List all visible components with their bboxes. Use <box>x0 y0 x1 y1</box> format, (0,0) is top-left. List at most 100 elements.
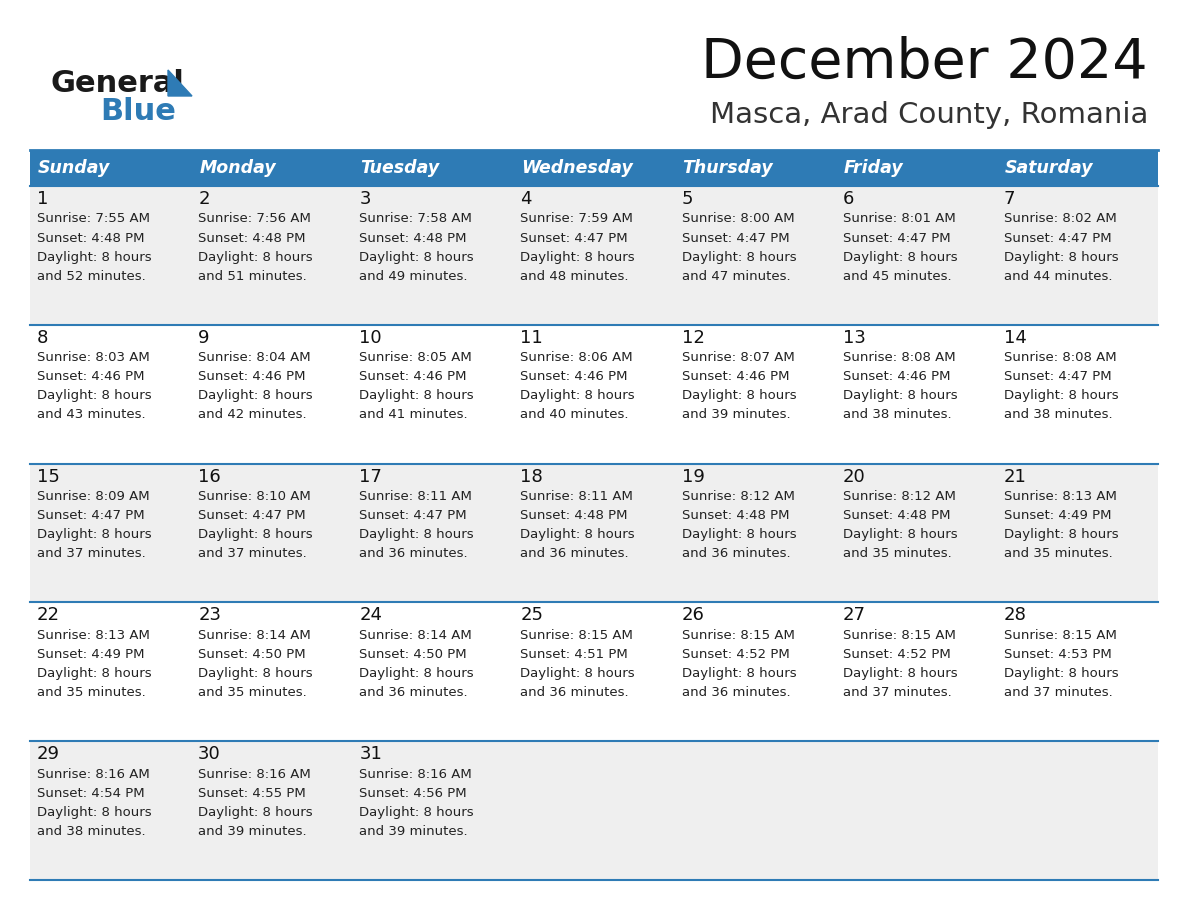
Text: and 36 minutes.: and 36 minutes. <box>520 547 630 560</box>
Text: and 35 minutes.: and 35 minutes. <box>37 686 146 699</box>
Text: Sunrise: 8:07 AM: Sunrise: 8:07 AM <box>682 352 795 364</box>
Text: Daylight: 8 hours: Daylight: 8 hours <box>682 528 796 541</box>
Bar <box>30 186 191 325</box>
Text: Sunset: 4:48 PM: Sunset: 4:48 PM <box>37 231 145 244</box>
Text: and 38 minutes.: and 38 minutes. <box>842 409 952 421</box>
Text: 24: 24 <box>359 607 383 624</box>
Text: Sunset: 4:51 PM: Sunset: 4:51 PM <box>520 648 628 661</box>
Text: Daylight: 8 hours: Daylight: 8 hours <box>37 389 152 402</box>
Text: Daylight: 8 hours: Daylight: 8 hours <box>359 389 474 402</box>
Text: Sunset: 4:47 PM: Sunset: 4:47 PM <box>359 509 467 522</box>
Bar <box>675 602 835 741</box>
Text: Sunrise: 8:08 AM: Sunrise: 8:08 AM <box>1004 352 1117 364</box>
Bar <box>835 325 997 464</box>
Text: Sunset: 4:52 PM: Sunset: 4:52 PM <box>842 648 950 661</box>
Text: and 36 minutes.: and 36 minutes. <box>520 686 630 699</box>
Bar <box>353 741 513 880</box>
Text: Sunset: 4:49 PM: Sunset: 4:49 PM <box>37 648 145 661</box>
Text: 14: 14 <box>1004 329 1026 347</box>
Text: Sunrise: 8:14 AM: Sunrise: 8:14 AM <box>359 629 472 642</box>
Text: Wednesday: Wednesday <box>522 159 633 177</box>
Text: Daylight: 8 hours: Daylight: 8 hours <box>198 806 312 819</box>
Text: Sunset: 4:54 PM: Sunset: 4:54 PM <box>37 787 145 800</box>
Text: Sunset: 4:47 PM: Sunset: 4:47 PM <box>520 231 628 244</box>
Text: Blue: Blue <box>100 96 176 126</box>
Bar <box>513 186 675 325</box>
Text: Sunset: 4:47 PM: Sunset: 4:47 PM <box>198 509 305 522</box>
Bar <box>997 741 1158 880</box>
Text: Masca, Arad County, Romania: Masca, Arad County, Romania <box>709 101 1148 129</box>
Text: Sunrise: 8:15 AM: Sunrise: 8:15 AM <box>520 629 633 642</box>
Text: Sunset: 4:46 PM: Sunset: 4:46 PM <box>682 370 789 384</box>
Bar <box>30 150 191 186</box>
Text: Sunrise: 7:55 AM: Sunrise: 7:55 AM <box>37 212 150 226</box>
Text: Daylight: 8 hours: Daylight: 8 hours <box>520 528 636 541</box>
Text: Sunrise: 8:12 AM: Sunrise: 8:12 AM <box>682 490 795 503</box>
Bar <box>675 186 835 325</box>
Text: and 35 minutes.: and 35 minutes. <box>842 547 952 560</box>
Text: Daylight: 8 hours: Daylight: 8 hours <box>1004 528 1118 541</box>
Text: 22: 22 <box>37 607 61 624</box>
Text: and 45 minutes.: and 45 minutes. <box>842 270 952 283</box>
Text: 25: 25 <box>520 607 543 624</box>
Bar <box>30 464 191 602</box>
Bar <box>353 464 513 602</box>
Text: and 39 minutes.: and 39 minutes. <box>359 824 468 838</box>
Text: Daylight: 8 hours: Daylight: 8 hours <box>682 666 796 680</box>
Text: 21: 21 <box>1004 467 1026 486</box>
Text: 1: 1 <box>37 190 49 208</box>
Text: Sunrise: 8:15 AM: Sunrise: 8:15 AM <box>1004 629 1117 642</box>
Text: and 51 minutes.: and 51 minutes. <box>198 270 307 283</box>
Text: 3: 3 <box>359 190 371 208</box>
Text: Sunset: 4:47 PM: Sunset: 4:47 PM <box>842 231 950 244</box>
Text: 29: 29 <box>37 745 61 763</box>
Text: Sunrise: 8:02 AM: Sunrise: 8:02 AM <box>1004 212 1117 226</box>
Text: Sunrise: 7:58 AM: Sunrise: 7:58 AM <box>359 212 472 226</box>
Text: Sunrise: 8:09 AM: Sunrise: 8:09 AM <box>37 490 150 503</box>
Polygon shape <box>168 70 192 96</box>
Text: Sunset: 4:52 PM: Sunset: 4:52 PM <box>682 648 789 661</box>
Text: Monday: Monday <box>200 159 276 177</box>
Text: and 36 minutes.: and 36 minutes. <box>359 686 468 699</box>
Bar <box>191 602 353 741</box>
Text: and 37 minutes.: and 37 minutes. <box>842 686 952 699</box>
Text: and 38 minutes.: and 38 minutes. <box>1004 409 1112 421</box>
Text: Daylight: 8 hours: Daylight: 8 hours <box>37 528 152 541</box>
Text: Daylight: 8 hours: Daylight: 8 hours <box>198 666 312 680</box>
Bar <box>997 464 1158 602</box>
Text: Sunset: 4:50 PM: Sunset: 4:50 PM <box>359 648 467 661</box>
Bar <box>30 325 191 464</box>
Text: Sunset: 4:56 PM: Sunset: 4:56 PM <box>359 787 467 800</box>
Text: Sunset: 4:55 PM: Sunset: 4:55 PM <box>198 787 305 800</box>
Text: Sunday: Sunday <box>38 159 110 177</box>
Text: Daylight: 8 hours: Daylight: 8 hours <box>198 389 312 402</box>
Text: 31: 31 <box>359 745 383 763</box>
Text: Sunset: 4:46 PM: Sunset: 4:46 PM <box>359 370 467 384</box>
Text: and 38 minutes.: and 38 minutes. <box>37 824 146 838</box>
Text: Daylight: 8 hours: Daylight: 8 hours <box>198 528 312 541</box>
Text: Sunrise: 8:15 AM: Sunrise: 8:15 AM <box>682 629 795 642</box>
Text: Sunset: 4:48 PM: Sunset: 4:48 PM <box>520 509 628 522</box>
Text: Daylight: 8 hours: Daylight: 8 hours <box>842 528 958 541</box>
Text: 9: 9 <box>198 329 209 347</box>
Text: Sunrise: 8:13 AM: Sunrise: 8:13 AM <box>37 629 150 642</box>
Text: and 40 minutes.: and 40 minutes. <box>520 409 628 421</box>
Bar <box>835 150 997 186</box>
Text: Sunset: 4:46 PM: Sunset: 4:46 PM <box>198 370 305 384</box>
Text: Tuesday: Tuesday <box>360 159 440 177</box>
Text: Sunrise: 8:08 AM: Sunrise: 8:08 AM <box>842 352 955 364</box>
Text: 30: 30 <box>198 745 221 763</box>
Text: Sunrise: 8:15 AM: Sunrise: 8:15 AM <box>842 629 955 642</box>
Bar <box>997 186 1158 325</box>
Bar <box>191 186 353 325</box>
Text: and 49 minutes.: and 49 minutes. <box>359 270 468 283</box>
Bar <box>353 186 513 325</box>
Text: and 48 minutes.: and 48 minutes. <box>520 270 628 283</box>
Text: 11: 11 <box>520 329 543 347</box>
Text: 26: 26 <box>682 607 704 624</box>
Text: Daylight: 8 hours: Daylight: 8 hours <box>1004 389 1118 402</box>
Text: Sunset: 4:53 PM: Sunset: 4:53 PM <box>1004 648 1112 661</box>
Text: Sunrise: 8:11 AM: Sunrise: 8:11 AM <box>520 490 633 503</box>
Text: Sunset: 4:46 PM: Sunset: 4:46 PM <box>842 370 950 384</box>
Text: and 36 minutes.: and 36 minutes. <box>359 547 468 560</box>
